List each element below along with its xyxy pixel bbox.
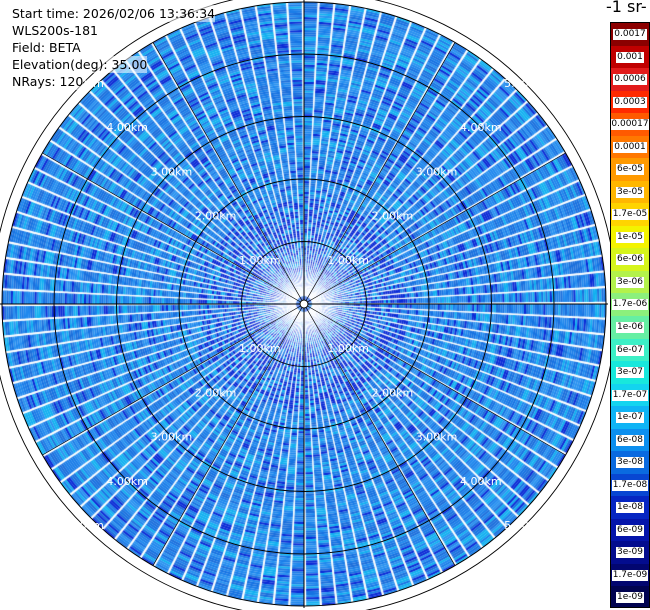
instrument-text: WLS200s-181 <box>12 22 98 39</box>
azimuth-line <box>303 42 456 305</box>
range-ring-label: 4.00km <box>460 121 502 134</box>
azimuth-line <box>152 303 305 566</box>
colorbar-segment: 6e-05 <box>611 158 649 182</box>
range-ring-label: 5.00km <box>62 519 104 532</box>
colorbar-segment: 1e-09 <box>611 586 649 607</box>
colorbar-tick-label: 1.7e-06 <box>611 299 649 311</box>
colorbar-tick-label: 0.0017 <box>613 29 647 41</box>
colorbar-tick-label: 0.0001 <box>613 141 647 153</box>
colorbar-tick-label: 6e-05 <box>616 164 644 176</box>
azimuth-line <box>42 152 305 305</box>
colorbar-tick-label: 1e-06 <box>616 322 644 334</box>
colorbar-tick-label: 3e-08 <box>616 457 644 469</box>
colorbar-tick-label: 1e-05 <box>616 231 644 243</box>
range-ring-label: 4.00km <box>460 475 502 488</box>
colorbar-segment: 1.7e-07 <box>611 383 649 407</box>
colorbar-segment: 1.7e-05 <box>611 203 649 227</box>
nrays-text: NRays: 120 <box>12 73 84 90</box>
range-ring-label: 4.00km <box>106 475 148 488</box>
colorbar-segment: 1e-05 <box>611 225 649 249</box>
colorbar-segment: 6e-08 <box>611 428 649 452</box>
colorbar-segment: 3e-09 <box>611 541 649 565</box>
colorbar-tick-label: 1e-08 <box>616 502 644 514</box>
range-ring-label: 5.00km <box>504 519 546 532</box>
colorbar-segment: 1.7e-09 <box>611 563 649 587</box>
colorbar-segment: 1.7e-08 <box>611 473 649 497</box>
range-ring-label: 1.00km <box>327 342 369 355</box>
colorbar-tick-label: 1.7e-07 <box>611 389 649 401</box>
colorbar-tick-label: 6e-08 <box>616 434 644 446</box>
range-ring-label: 1.00km <box>239 342 281 355</box>
range-ring-label: 2.00km <box>195 210 237 223</box>
range-ring-label: 2.00km <box>372 386 414 399</box>
colorbar-unit-label: -1 sr- <box>606 0 647 16</box>
azimuth-line <box>303 303 456 566</box>
colorbar-segment: 3e-06 <box>611 270 649 294</box>
colorbar-tick-label: 0.0003 <box>613 96 647 108</box>
start-time-text: Start time: 2026/02/06 13:36:34 <box>12 5 216 22</box>
colorbar-segment: 1.7e-06 <box>611 293 649 317</box>
colorbar-tick-label: 3e-06 <box>616 276 644 288</box>
colorbar-segment: 0.0001 <box>611 135 649 159</box>
azimuth-line <box>303 152 566 305</box>
colorbar-tick-label: 0.00017 <box>611 119 649 131</box>
range-ring-label: 3.00km <box>416 431 458 444</box>
colorbar-segment: 3e-05 <box>611 180 649 204</box>
colorbar-segment: 6e-07 <box>611 338 649 362</box>
colorbar-tick-label: 6e-07 <box>616 344 644 356</box>
range-ring-label: 3.00km <box>151 431 193 444</box>
colorbar-segment: 1e-08 <box>611 496 649 520</box>
colorbar-segment: 0.0003 <box>611 90 649 114</box>
colorbar-tick-label: 1.7e-09 <box>611 569 649 581</box>
range-ring-label: 3.00km <box>416 165 458 178</box>
range-ring-label: 4.00km <box>106 121 148 134</box>
colorbar-tick-label: 3e-07 <box>616 367 644 379</box>
field-text: Field: BETA <box>12 39 81 56</box>
colorbar-segment: 6e-09 <box>611 518 649 542</box>
colorbar-segment: 6e-06 <box>611 248 649 272</box>
radar-origin <box>299 299 309 309</box>
range-ring-label: 2.00km <box>372 210 414 223</box>
colorbar-segment: 0.0006 <box>611 68 649 92</box>
colorbar-segment: 1e-06 <box>611 316 649 340</box>
colorbar-tick-label: 3e-05 <box>616 186 644 198</box>
colorbar-tick-label: 1.7e-05 <box>611 209 649 221</box>
azimuth-line <box>303 303 566 456</box>
colorbar-tick-label: 1.7e-08 <box>611 479 649 491</box>
elevation-text: Elevation(deg): 35.00 <box>12 56 148 73</box>
colorbar-segment: 0.001 <box>611 45 649 69</box>
azimuth-line <box>42 303 305 456</box>
azimuth-line <box>152 42 305 305</box>
colorbar: 0.0017 0.001 0.0006 0.0003 0.00017 0.0001 6e-0… <box>610 22 650 608</box>
colorbar-segment: 3e-07 <box>611 361 649 385</box>
range-ring-label: 3.00km <box>151 165 193 178</box>
range-ring-label: 5.00km <box>504 77 546 90</box>
colorbar-tick-label: 6e-06 <box>616 254 644 266</box>
range-ring-label: 2.00km <box>195 386 237 399</box>
colorbar-segment: 3e-08 <box>611 451 649 475</box>
colorbar-tick-label: 0.0006 <box>613 74 647 86</box>
colorbar-tick-label: 0.001 <box>616 51 644 63</box>
colorbar-tick-label: 3e-09 <box>616 547 644 559</box>
range-ring-label: 1.00km <box>327 254 369 267</box>
range-ring-label: 1.00km <box>239 254 281 267</box>
colorbar-tick-label: 1e-07 <box>616 412 644 424</box>
colorbar-tick-label: 6e-09 <box>616 524 644 536</box>
scan-info-panel: Start time: 2026/02/06 13:36:34 WLS200s-… <box>12 5 216 90</box>
colorbar-segment: 1e-07 <box>611 406 649 430</box>
colorbar-tick-label: 1e-09 <box>616 592 644 604</box>
colorbar-segment: 0.0017 <box>611 23 649 47</box>
ppi-overlay: 1.00km 1.00km 1.00km 1.00km 2.00km 2.00km 2.00… <box>0 0 610 610</box>
colorbar-segment: 0.00017 <box>611 113 649 137</box>
